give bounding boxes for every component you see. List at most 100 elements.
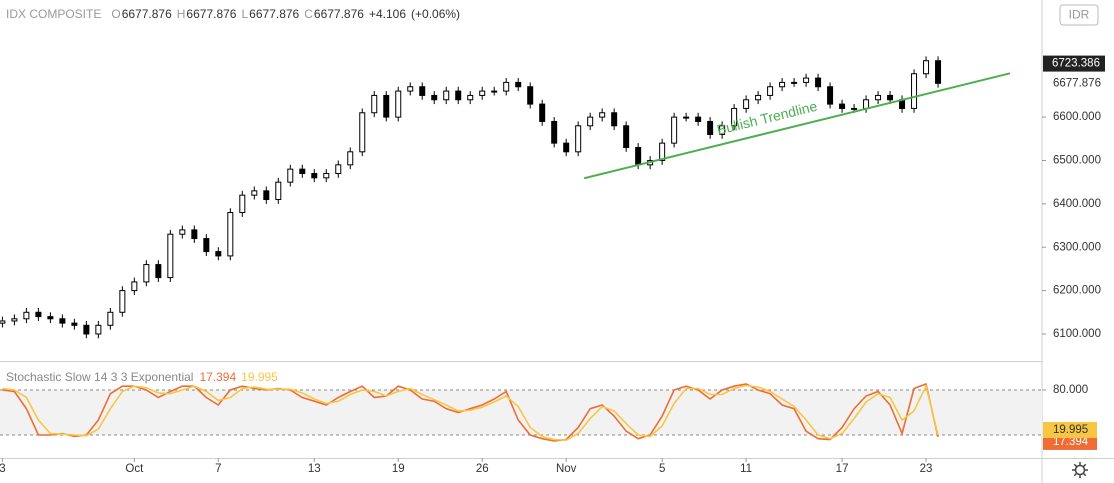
- candle-body: [731, 107, 738, 127]
- quote-value: 6677.876: [122, 7, 172, 21]
- plot: 6100.000 6200.000 6300.000 6400.000 6500.000…: [0, 55, 1105, 475]
- candle-body: [155, 264, 162, 279]
- candle-body: [95, 324, 102, 335]
- candle-body: [683, 116, 690, 119]
- candle-body: [239, 194, 246, 214]
- candle-body: [539, 103, 546, 122]
- quote-label: O: [111, 7, 120, 21]
- currency-button[interactable]: IDR: [1059, 4, 1099, 26]
- candle-body: [611, 112, 618, 127]
- y-tick-label: 6100.000: [1053, 328, 1101, 340]
- legend-value: 19.995: [241, 370, 278, 384]
- y-tick-label: 6600.000: [1053, 111, 1101, 123]
- x-tick-label: 17: [836, 463, 849, 475]
- candle-body: [179, 229, 186, 235]
- gear-teeth[interactable]: [1072, 462, 1088, 478]
- x-tick-label: 7: [215, 463, 221, 475]
- y-tick-label: 6500.000: [1053, 155, 1101, 167]
- y-tick-label: 6200.000: [1053, 285, 1101, 297]
- quote-value: 6677.876: [186, 7, 236, 21]
- x-tick-label: 5: [659, 463, 665, 475]
- candle-body: [251, 190, 258, 196]
- stoch-line: [2, 382, 939, 442]
- candle-body: [791, 81, 798, 84]
- candle-body: [635, 146, 642, 166]
- candle-body: [59, 318, 66, 324]
- candle-body: [71, 322, 78, 326]
- candle-body: [587, 116, 594, 127]
- candle-body: [515, 81, 522, 88]
- candle-body: [803, 77, 810, 83]
- y-tick-label: 6400.000: [1053, 198, 1101, 210]
- candle-body: [287, 168, 294, 183]
- candle-body: [599, 112, 606, 118]
- candle-body: [275, 181, 282, 201]
- candle-body: [767, 86, 774, 96]
- candle-body: [191, 229, 198, 240]
- stoch-value-tag: [1043, 421, 1097, 438]
- candle-body: [707, 120, 714, 135]
- header: IDX COMPOSITE O 6677.876 H 6677.876 L 6677.876…: [6, 7, 460, 21]
- candle-body: [527, 86, 534, 105]
- candle-body: [659, 142, 666, 161]
- candle-body: [143, 264, 150, 283]
- high-price-label: 6723.386: [1052, 58, 1100, 70]
- candle-body: [407, 86, 414, 92]
- quote-value: 6677.876: [249, 7, 299, 21]
- y-tick-label: 6300.000: [1053, 241, 1101, 253]
- candle-body: [875, 94, 882, 101]
- change-pct: (+0.06%): [411, 7, 460, 21]
- x-tick-label: 13: [308, 463, 321, 475]
- candle-body: [923, 60, 930, 75]
- candle-body: [167, 233, 174, 279]
- candle-body: [299, 168, 306, 174]
- x-tick-label: Nov: [556, 463, 577, 475]
- button-frame[interactable]: [1059, 4, 1099, 26]
- candle-body: [203, 238, 210, 253]
- candle-body: [107, 311, 114, 326]
- currency-label[interactable]: IDR: [1069, 8, 1090, 22]
- candle-body: [419, 86, 426, 96]
- candle-body: [323, 172, 330, 179]
- candle-body: [467, 94, 474, 101]
- candle-body: [131, 281, 138, 292]
- candle-body: [719, 125, 726, 135]
- change: +4.106: [369, 7, 406, 21]
- symbol: IDX COMPOSITE: [6, 7, 101, 21]
- legend-value: 17.394: [199, 370, 236, 384]
- candle-body: [455, 90, 462, 101]
- last-price-label: 6677.876: [1053, 77, 1101, 89]
- candle-body: [0, 320, 6, 324]
- candle-body: [695, 116, 702, 122]
- candle-body: [263, 190, 270, 201]
- candle-body: [851, 107, 858, 110]
- stoch-value-label: 17.394: [1053, 436, 1089, 448]
- candle-body: [563, 142, 570, 153]
- candle-body: [887, 94, 894, 101]
- candle-body: [335, 164, 342, 174]
- candle-body: [839, 103, 846, 109]
- y-tick-label: 80.000: [1053, 384, 1088, 396]
- stoch-line: [2, 383, 939, 442]
- indicator-title: Stochastic Slow 14 3 3 Exponential: [6, 370, 193, 384]
- candle-body: [431, 94, 438, 101]
- candle-body: [23, 311, 30, 320]
- candle-body: [119, 290, 126, 313]
- candle-body: [827, 86, 834, 105]
- candle-body: [623, 125, 630, 148]
- candle-body: [11, 318, 18, 322]
- candle-body: [347, 151, 354, 166]
- x-tick-label: 3: [0, 463, 6, 475]
- stoch-value-label: 19.995: [1053, 424, 1088, 436]
- settings-icon[interactable]: [1072, 462, 1088, 478]
- candle-body: [671, 116, 678, 144]
- candle-body: [779, 81, 786, 88]
- candle-body: [311, 172, 318, 179]
- candle-body: [863, 99, 870, 109]
- quote-label: C: [304, 7, 313, 21]
- candle-body: [755, 94, 762, 101]
- candle-body: [443, 90, 450, 101]
- quote-value: 6677.876: [314, 7, 364, 21]
- gear-ring[interactable]: [1074, 464, 1086, 476]
